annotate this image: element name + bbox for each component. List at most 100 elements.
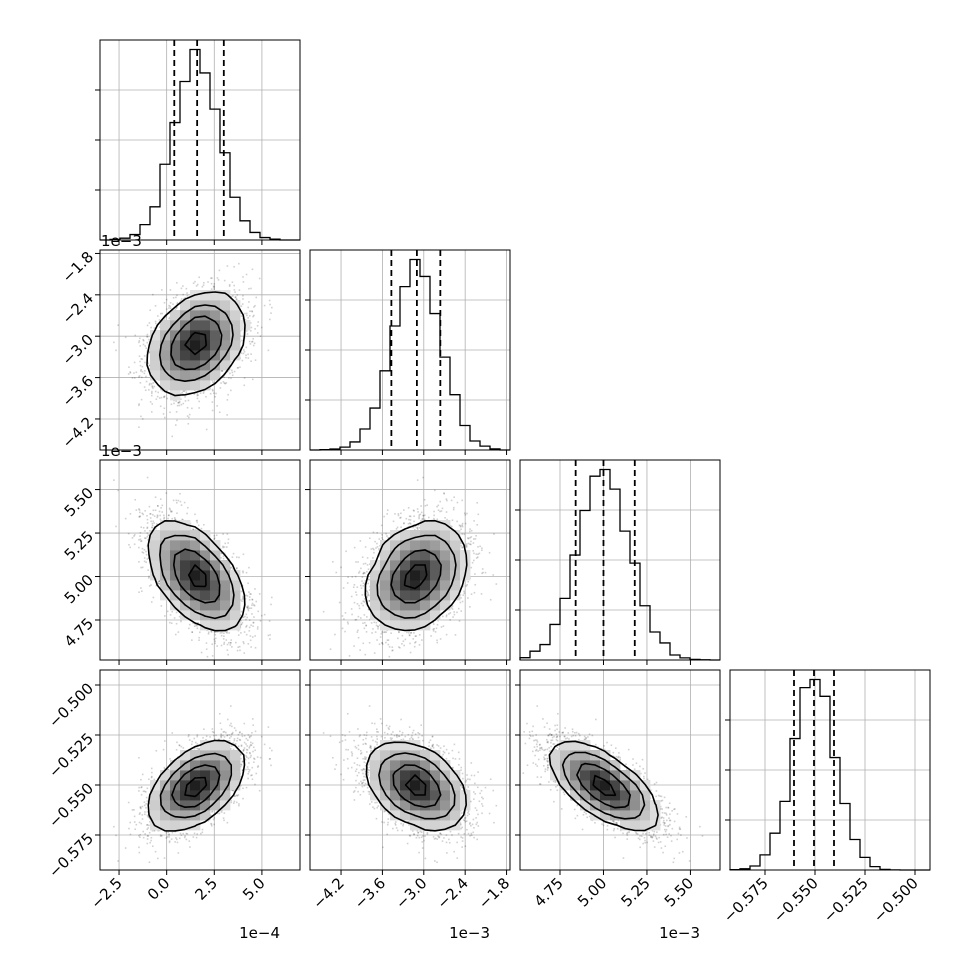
scatter-point: [129, 513, 132, 515]
density-cell: [190, 310, 201, 321]
scatter-point: [360, 602, 363, 605]
scatter-point: [489, 598, 492, 601]
scatter-point: [341, 615, 344, 617]
scatter-point: [233, 265, 235, 268]
scatter-point: [364, 764, 367, 767]
scatter-point: [368, 793, 371, 795]
scatter-points: [322, 476, 498, 658]
scatter-point: [452, 616, 454, 618]
scatter-point: [151, 385, 154, 387]
scatter-point: [380, 633, 383, 635]
density-cell: [370, 580, 381, 591]
scatter-point: [686, 837, 688, 839]
scatter-point: [466, 814, 469, 817]
scatter-point: [461, 600, 464, 603]
scatter-point: [463, 833, 466, 835]
scatter-point: [231, 295, 234, 297]
scatter-point: [523, 731, 525, 733]
scatter-point: [556, 724, 559, 726]
scatter-point: [613, 755, 616, 758]
density-cell: [620, 810, 631, 821]
scatter-point: [154, 390, 157, 393]
scatter-point: [346, 758, 349, 760]
panel-frame: [99, 459, 301, 661]
y-tick-label: −0.525: [45, 729, 97, 781]
scatter-point: [230, 748, 232, 750]
scatter-point: [234, 743, 237, 745]
scatter-point: [460, 836, 462, 838]
scatter-point: [175, 282, 178, 284]
scatter-point: [252, 724, 254, 726]
density-cell: [220, 750, 231, 761]
scatter-point: [363, 784, 366, 787]
scatter-point: [413, 833, 415, 835]
scatter-point: [481, 805, 484, 807]
scatter-point: [233, 289, 236, 291]
scatter-point: [469, 543, 471, 546]
density-cell: [230, 340, 241, 351]
scatter-point: [207, 631, 210, 634]
scatter-point: [411, 830, 414, 832]
density-cell: [150, 360, 161, 371]
scatter-point: [471, 823, 474, 826]
scatter-point: [366, 557, 369, 559]
scatter-point: [663, 822, 666, 824]
scatter-point: [221, 631, 223, 634]
scatter-point: [202, 392, 205, 394]
scatter-point: [364, 572, 366, 574]
scatter-point: [256, 626, 259, 628]
scatter-point: [409, 519, 412, 521]
scatter-point: [344, 630, 346, 633]
scatter-point: [475, 557, 478, 559]
scatter-point: [422, 739, 424, 742]
density-cell: [390, 620, 401, 631]
scatter-point: [248, 626, 251, 629]
scatter-point: [654, 835, 657, 837]
density-cell: [230, 620, 241, 631]
scatter-point: [362, 743, 365, 746]
scatter-point: [440, 626, 443, 628]
scatter-point: [177, 852, 180, 854]
scatter-point: [356, 763, 359, 766]
scatter-point: [383, 631, 385, 634]
scatter-point: [233, 727, 236, 729]
scatter-point: [641, 758, 644, 761]
scatter-point: [233, 789, 235, 792]
scatter-point: [362, 642, 365, 645]
density-cell: [400, 740, 411, 751]
scatter-point: [422, 514, 424, 517]
scatter-point: [535, 749, 537, 752]
scatter-point: [469, 834, 471, 837]
scatter-point: [404, 735, 407, 738]
density-cell: [620, 820, 631, 831]
scatter-point: [345, 748, 347, 751]
density-cell: [410, 610, 421, 621]
scatter-point: [423, 498, 426, 501]
scatter-point: [362, 738, 365, 741]
scatter-point: [378, 643, 381, 646]
scatter-point: [368, 769, 371, 772]
scatter-point: [663, 824, 665, 826]
scatter-point: [394, 824, 397, 826]
scatter-point: [556, 736, 558, 738]
scatter-point: [117, 489, 119, 492]
scatter-point: [236, 367, 239, 369]
scatter-point: [180, 504, 183, 506]
scatter-point: [142, 343, 145, 346]
scatter-point: [354, 745, 357, 748]
scatter-point: [240, 590, 243, 593]
contour-level-0: [184, 776, 208, 798]
density-cell: [160, 380, 171, 391]
scatter-point: [635, 762, 638, 765]
scatter-point: [138, 591, 140, 594]
scatter-point: [473, 559, 475, 562]
scatter-point: [152, 387, 154, 390]
scatter-point: [241, 616, 244, 619]
density-cell: [210, 790, 221, 801]
scatter-point: [441, 840, 444, 842]
scatter-point: [146, 824, 149, 826]
scatter-point: [540, 746, 543, 749]
scatter-point: [147, 539, 149, 541]
histogram-step: [100, 48, 300, 241]
scatter-point: [196, 521, 199, 524]
